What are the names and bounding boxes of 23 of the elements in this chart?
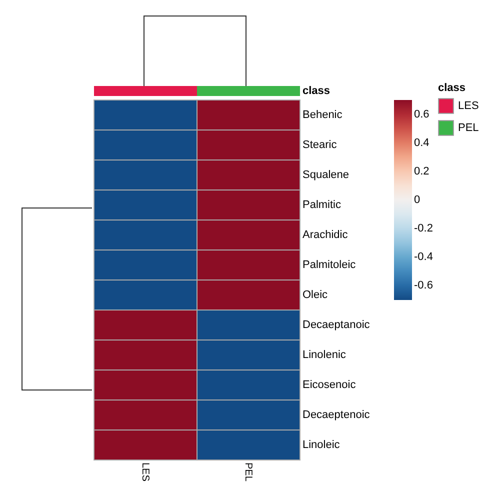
y-tick-label: Arachidic [302,229,348,241]
color-bar-label: 0.4 [414,136,430,149]
color-bar-label: 0.2 [414,165,430,178]
y-tick-label: Eicosenoic [302,379,356,391]
color-bar-label: -0.6 [414,280,433,292]
text: class [302,85,330,97]
y-tick-label: Decaeptanoic [302,319,370,331]
y-tick-label: Stearic [302,139,338,151]
y-tick-label: Squalene [302,169,349,181]
y-tick-label: Oleic [302,289,328,301]
category-label: LES [458,100,479,112]
color-bar-label: 0.6 [414,108,430,120]
y-tick-label: Behenic [302,109,343,121]
color-bar-label: -0.2 [414,222,433,235]
y-tick-label: Decaeptenoic [302,409,370,421]
legend-title: class [438,82,466,94]
y-tick-label: Linoleic [302,439,340,451]
y-tick-label: Palmitic [302,199,342,211]
color-bar-label: -0.4 [414,251,433,264]
color-bar-label: 0 [414,194,420,206]
category-label: PEL [458,122,479,134]
y-tick-label: Palmitoleic [302,259,356,271]
y-tick-label: Linolenic [302,349,346,361]
